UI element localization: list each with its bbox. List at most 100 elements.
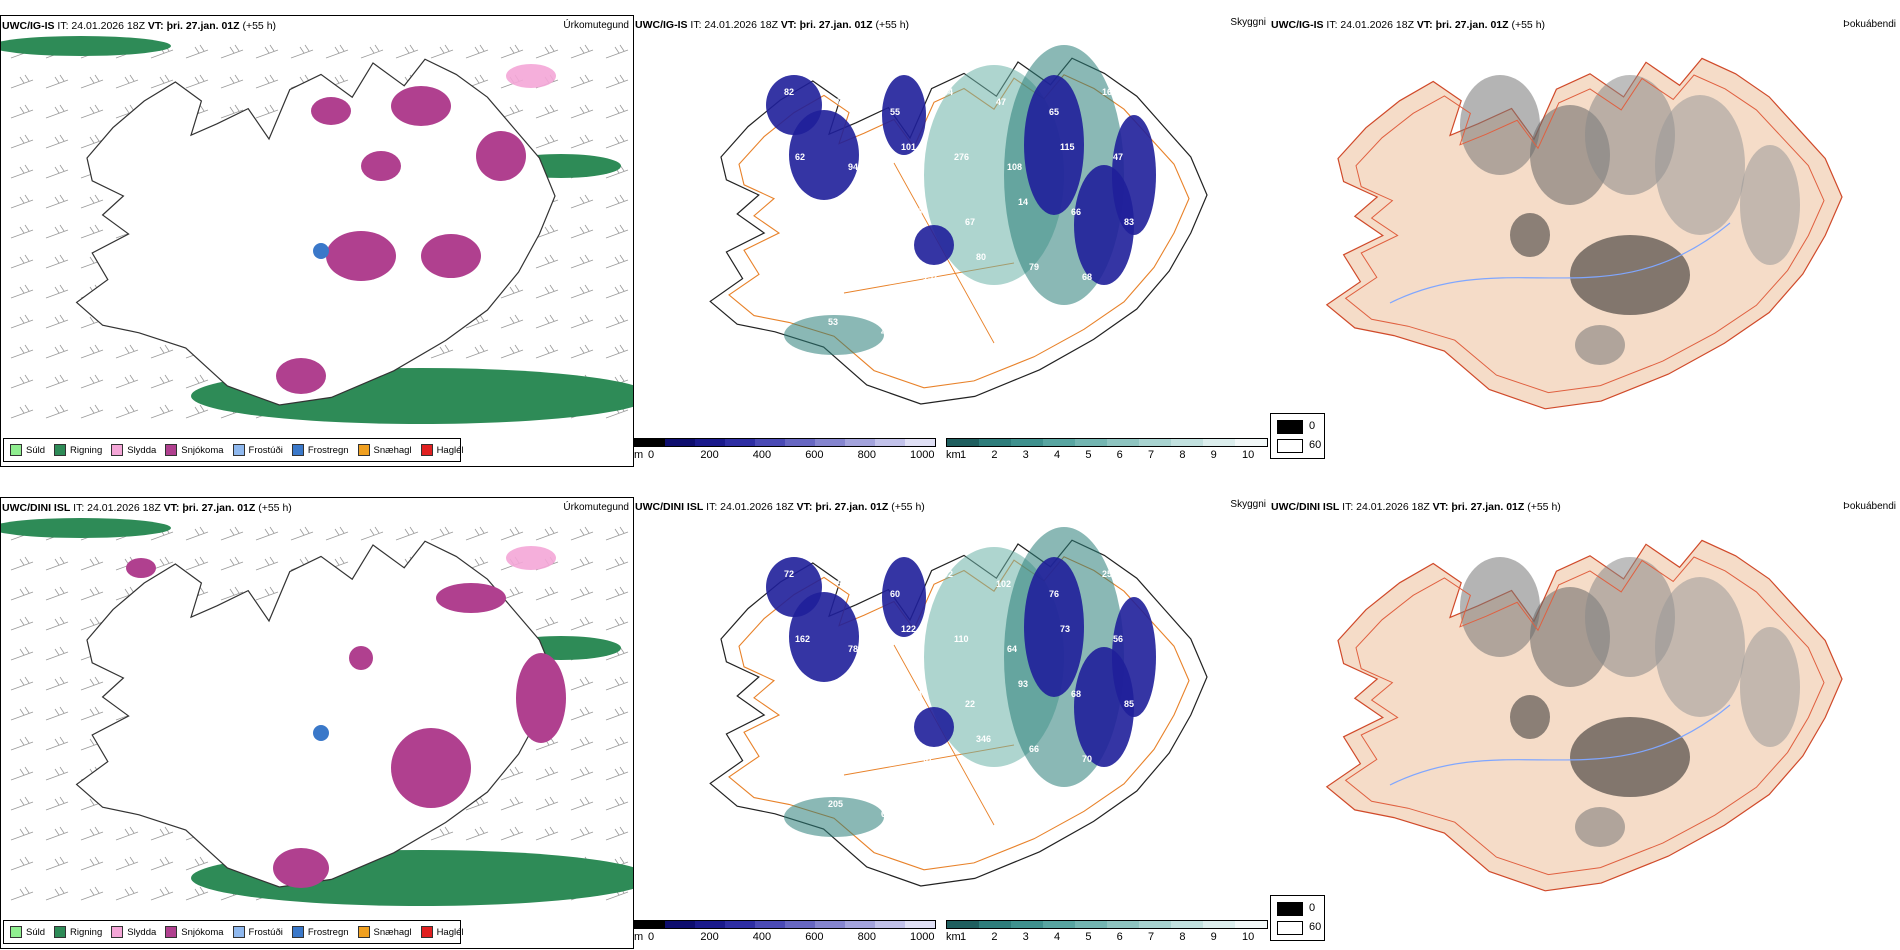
cloud-base-number: 66 xyxy=(1029,744,1039,754)
wind-barb xyxy=(10,134,34,149)
wind-barb xyxy=(570,736,594,751)
cloud-base-number: 67 xyxy=(923,754,933,764)
cloud-corner-1: Skyggni xyxy=(1230,17,1266,28)
wind-barb xyxy=(80,706,104,721)
wind-barb xyxy=(45,224,69,239)
visibility-segment xyxy=(1075,921,1107,928)
wind-barb xyxy=(150,886,174,901)
wind-barb xyxy=(45,254,69,269)
cloud-map-2: 72 55 60 92 102 76 256 162 78 122 110 64 73 56 62 48 34 2… xyxy=(709,527,1208,887)
wind-barb xyxy=(570,616,594,631)
wind-barb xyxy=(115,74,139,89)
height-tick-label: 0 xyxy=(648,931,655,943)
height-unit: m xyxy=(634,931,644,943)
cloud-base-number: 68 xyxy=(1082,272,1092,282)
wind-barb xyxy=(45,766,69,781)
cloud-base-number: 157 xyxy=(923,272,938,282)
height-segment xyxy=(635,439,665,446)
wind-barb xyxy=(605,44,629,59)
height-segment xyxy=(725,439,755,446)
height-segment xyxy=(665,921,695,928)
cloud-ceiling-area xyxy=(914,707,954,747)
wind-barb xyxy=(220,556,244,571)
visibility-tick-label: 1 xyxy=(960,449,967,461)
wind-barb xyxy=(500,344,524,359)
wind-barb xyxy=(570,104,594,119)
precip-legend-item: Frostúði xyxy=(232,926,283,938)
wind-barb xyxy=(220,586,244,601)
cloud-base-number: 102 xyxy=(996,579,1011,589)
wind-barb xyxy=(115,404,139,419)
fog-legend-high-swatch xyxy=(1277,921,1303,935)
wind-barb xyxy=(45,74,69,89)
precip-legend-label: Rigning xyxy=(70,444,103,456)
cloud-base-number: 56 xyxy=(1113,634,1123,644)
wind-barb xyxy=(45,796,69,811)
wind-barb xyxy=(605,74,629,89)
cloud-base-number: 94 xyxy=(848,162,858,172)
visibility-segment xyxy=(1043,921,1075,928)
fog-map-1 xyxy=(1325,57,1843,410)
wind-barb xyxy=(290,526,314,541)
wind-barb xyxy=(185,886,209,901)
height-segment xyxy=(845,921,875,928)
ring-road xyxy=(728,556,1190,871)
wind-barb xyxy=(605,194,629,209)
wind-barb xyxy=(10,676,34,691)
precip-map-1 xyxy=(1,36,633,424)
fog-legend-low-label: 0 xyxy=(1309,902,1316,914)
wind-barb xyxy=(45,104,69,119)
wind-barb xyxy=(570,284,594,299)
wind-barb xyxy=(115,826,139,841)
wind-barb xyxy=(10,284,34,299)
wind-barb xyxy=(255,104,279,119)
wind-barb xyxy=(430,826,454,841)
height-segment xyxy=(905,921,935,928)
wind-barb xyxy=(395,526,419,541)
snow-area xyxy=(391,728,471,808)
visibility-tick-label: 4 xyxy=(1054,931,1061,943)
visibility-segment xyxy=(1139,439,1171,446)
precip-legend-item: Slydda xyxy=(111,926,156,938)
visibility-tick-label: 3 xyxy=(1022,931,1029,943)
precip-legend-2: Súld Rigning Slydda Snjókoma Frostúði Frostre… xyxy=(3,920,464,944)
precip-legend-label: Snjókoma xyxy=(181,444,224,456)
wind-barb xyxy=(80,224,104,239)
fog-legend-high-label: 60 xyxy=(1309,439,1322,451)
wind-barb xyxy=(570,556,594,571)
precip-map-2 xyxy=(1,518,633,906)
wind-barb xyxy=(605,766,629,781)
cloud-base-number: 67 xyxy=(965,217,975,227)
height-segment xyxy=(785,921,815,928)
cloud-base-number: 122 xyxy=(901,624,916,634)
precip-legend-swatch xyxy=(291,444,304,456)
visibility-tick-label: 3 xyxy=(1022,449,1029,461)
wind-barb xyxy=(255,556,279,571)
wind-barb xyxy=(80,134,104,149)
cloud-base-number: 55 xyxy=(837,579,847,589)
visibility-tick-label: 1 xyxy=(960,931,967,943)
wind-barb xyxy=(185,856,209,871)
wind-barb xyxy=(80,886,104,901)
cloud-base-number: 92 xyxy=(943,569,953,579)
visibility-area xyxy=(784,315,884,355)
wind-barb xyxy=(220,104,244,119)
visibility-tick-label: 2 xyxy=(991,931,998,943)
cloud-base-number: 94 xyxy=(987,799,997,809)
precip-legend-item: Súld xyxy=(10,444,45,456)
cloud-ceiling-area xyxy=(1024,557,1084,697)
fog-index-area xyxy=(1460,75,1540,175)
ring-road xyxy=(1344,556,1825,876)
precip-legend-item: Rigning xyxy=(54,444,102,456)
wind-barb xyxy=(570,134,594,149)
cloud-base-number: 22 xyxy=(965,699,975,709)
wind-barb xyxy=(45,164,69,179)
cloud-base-number: 101 xyxy=(901,142,916,152)
wind-barb xyxy=(500,284,524,299)
wind-barb xyxy=(10,104,34,119)
visibility-segment xyxy=(979,921,1011,928)
cloud-base-number: 82 xyxy=(784,87,794,97)
wind-barb xyxy=(500,796,524,811)
wind-barb xyxy=(10,856,34,871)
wind-barb xyxy=(10,556,34,571)
